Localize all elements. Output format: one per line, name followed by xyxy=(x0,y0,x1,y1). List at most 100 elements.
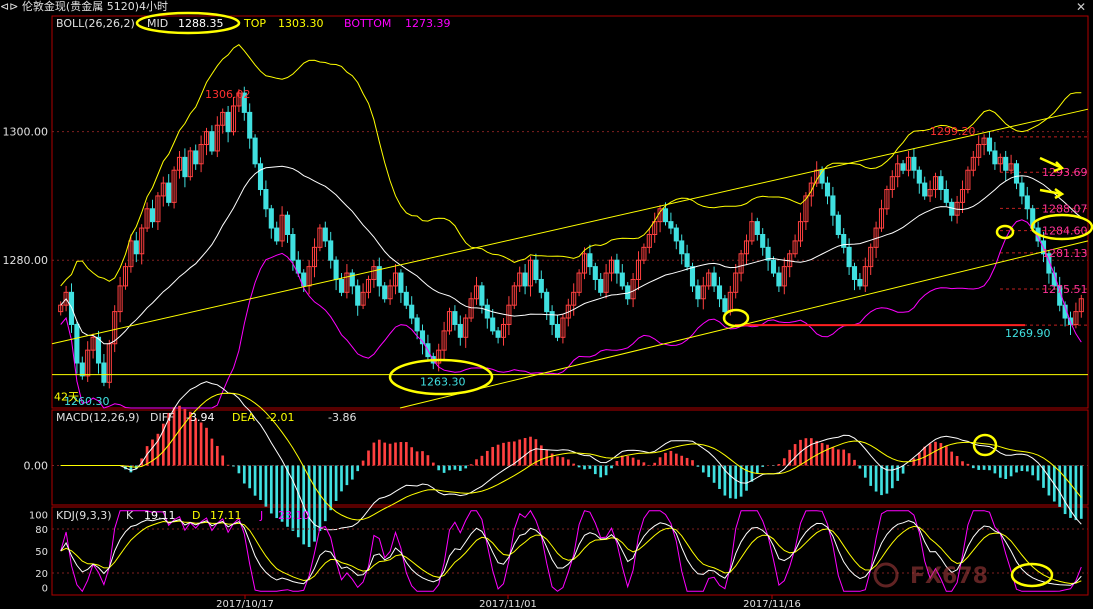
candle-body xyxy=(554,323,561,338)
price-y-tick-label: 1300.00 xyxy=(3,126,49,139)
candle-body xyxy=(738,253,744,274)
candle-body xyxy=(997,156,1003,165)
candle-body xyxy=(139,227,145,255)
candle-body xyxy=(484,304,490,319)
candle-body xyxy=(743,240,750,255)
macd-name: MACD(12,26,9) xyxy=(56,411,140,424)
candle-body xyxy=(263,189,269,210)
highlight-ellipse-low xyxy=(388,358,494,396)
candle-body xyxy=(781,266,787,287)
kdj-j-line xyxy=(60,509,1082,593)
kdj-y-tick-label: 100 xyxy=(29,510,48,521)
macd-diff-label: DIFF xyxy=(150,411,174,424)
candle-body xyxy=(365,278,372,293)
candle-body xyxy=(689,266,696,287)
candle-body xyxy=(824,182,831,197)
candle-body xyxy=(808,182,814,197)
watermark-logo: FX678 xyxy=(910,564,988,589)
candle-body xyxy=(295,259,301,274)
candle-body xyxy=(144,208,150,229)
candle-body xyxy=(193,150,199,165)
candle-body xyxy=(878,208,885,229)
highlight-ellipse-mid xyxy=(135,11,241,35)
candle-body xyxy=(608,259,615,274)
candle-body xyxy=(662,208,669,223)
candle-body xyxy=(112,311,118,345)
candle-body xyxy=(360,291,366,306)
candle-body xyxy=(311,246,318,268)
kdj-j-label: J xyxy=(259,509,263,522)
price-y-tick-label: 1280.00 xyxy=(3,254,49,267)
candle-body xyxy=(986,137,993,152)
candle-body xyxy=(220,111,226,126)
candle-body xyxy=(749,221,755,242)
boll-bottom-line xyxy=(60,219,1082,409)
price-annotation-label: 1275.51 xyxy=(1042,283,1088,296)
kdj-j-value: 23.10 xyxy=(278,509,310,522)
candle-body xyxy=(79,362,85,377)
candle-body xyxy=(754,221,760,235)
candle-body xyxy=(544,291,550,313)
candle-body xyxy=(1008,163,1014,171)
candle-body xyxy=(895,163,901,178)
candle-body xyxy=(1073,311,1079,325)
candle-body xyxy=(468,298,474,319)
candle-body xyxy=(776,272,782,287)
candle-body xyxy=(349,272,355,287)
candle-body xyxy=(419,330,426,345)
highlight-ellipse-macd xyxy=(972,433,998,457)
candle-body xyxy=(700,285,706,300)
back-arrows-icon[interactable]: ⊲⊳ xyxy=(0,0,22,13)
candle-body xyxy=(905,156,912,171)
candle-body xyxy=(376,266,382,287)
candle-body xyxy=(209,131,215,152)
kdj-d-value: 17.11 xyxy=(210,509,242,522)
boll-mid-label: MID xyxy=(147,17,168,30)
kdj-name: KDJ(9,3,3) xyxy=(56,509,112,522)
candle-body xyxy=(760,233,766,248)
price-annotation-label: 1284.60 xyxy=(1042,225,1088,238)
price-annotation-label: 1299.20 xyxy=(930,125,976,138)
candle-body xyxy=(371,266,377,280)
candle-body xyxy=(149,208,156,223)
candle-body xyxy=(841,233,847,248)
candle-body xyxy=(884,189,890,210)
candle-body xyxy=(236,92,242,107)
candle-body xyxy=(916,169,922,184)
highlight-ellipse-kdj xyxy=(1010,562,1054,588)
candle-body xyxy=(803,195,809,223)
channel-upper-line xyxy=(51,108,1089,345)
arrow-icon xyxy=(1039,187,1065,200)
candle-body xyxy=(290,233,296,261)
candle-body xyxy=(500,323,507,338)
price-annotation-label: 1281.13 xyxy=(1042,247,1088,260)
x-tick-label: 2017/10/17 xyxy=(216,599,274,609)
candle-body xyxy=(673,227,679,242)
candle-body xyxy=(614,259,620,274)
candle-body xyxy=(646,233,652,248)
candle-body xyxy=(90,336,96,351)
candle-body xyxy=(398,272,404,293)
candle-body xyxy=(490,317,496,332)
close-icon[interactable]: ✕ xyxy=(1076,0,1087,14)
price-annotation-label: 42天 xyxy=(54,390,79,403)
candle-body xyxy=(279,214,285,242)
candle-body xyxy=(576,272,582,293)
boll-top-label: TOP xyxy=(243,17,266,30)
candle-body xyxy=(992,150,998,165)
macd-y-tick-label: 0.00 xyxy=(24,460,49,473)
price-annotation-label: 1269.90 xyxy=(1005,327,1051,340)
boll-top-value: 1303.30 xyxy=(278,17,324,30)
candle-body xyxy=(587,253,593,268)
candle-body xyxy=(176,156,183,171)
candle-body xyxy=(117,285,123,313)
boll-mid-value: 1288.35 xyxy=(178,17,224,30)
macd-panel-frame xyxy=(51,409,1089,506)
candle-body xyxy=(452,311,458,325)
candle-body xyxy=(527,259,534,287)
candle-body xyxy=(171,169,177,203)
boll-bottom-label: BOTTOM xyxy=(344,17,391,30)
candle-body xyxy=(392,272,399,287)
candle-body xyxy=(695,285,701,300)
